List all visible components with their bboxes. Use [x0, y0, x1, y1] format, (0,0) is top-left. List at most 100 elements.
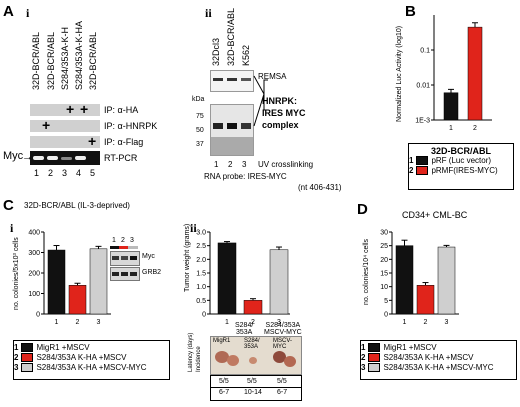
blot-band [112, 272, 119, 276]
bar [467, 26, 483, 121]
gel-band [213, 78, 223, 81]
lane-number: 5 [90, 168, 96, 178]
legend-item: 1 MigR1 +MSCV [361, 343, 516, 353]
table-divider [211, 387, 301, 388]
plus-mark: + [88, 133, 97, 149]
y-tick-label: 100 [28, 291, 40, 298]
plus-mark: + [80, 101, 89, 117]
panel-b-legend: 32D-BCR/ABL 1 pRF (Luc vector) 2 pRMF(IRES… [408, 143, 514, 190]
lane-number: 3 [242, 160, 247, 169]
y-tick-label: 2.5 [196, 243, 206, 250]
ip-flag-label: IP: α-Flag [104, 137, 144, 147]
panel-a-i-label: i [26, 6, 30, 20]
legend-swatch [368, 353, 381, 363]
c-ii-xsub: S284/ 353A [235, 322, 254, 336]
lane-label: 32D-BCR/ABL [226, 7, 236, 66]
panel-d-chart: 0 5 10 15 20 25 30 1 2 3 [380, 230, 459, 326]
legend-num: 3 [14, 363, 19, 372]
complex-arrows [253, 75, 268, 127]
lane-number: 1 [214, 160, 219, 169]
incidence-table: 5/5 5/5 5/5 6-7 10-14 6-7 [210, 375, 302, 401]
x-tick-label: 2 [473, 125, 477, 132]
gel-band [227, 123, 237, 129]
probe-label: RNA probe: IRES-MYC [204, 172, 287, 181]
plus-mark: + [66, 101, 75, 117]
x-tick-label: 1 [55, 319, 59, 326]
lane-label: 32D-BCR/ABL [31, 31, 41, 90]
panel-b-letter: B [405, 3, 416, 20]
y-tick-label: 1E-3 [415, 118, 430, 125]
y-tick-label: 0.5 [196, 298, 206, 305]
legend-num: 1 [361, 343, 366, 352]
panel-d-title: CD34+ CML-BC [402, 210, 468, 220]
ip-flag-row [30, 136, 100, 148]
lane-label: S284/353A-K-HA [74, 20, 84, 90]
gel-band [47, 156, 58, 160]
lane-label: 32D-BCR/ABL [88, 31, 98, 90]
y-tick-label: 0 [36, 312, 40, 319]
x-tick-label: 2 [251, 319, 255, 326]
lane-number: 1 [34, 168, 40, 178]
tumor-image [227, 355, 239, 366]
legend-item: 2 S284/353A K-HA +MSCV [14, 353, 169, 363]
panel-a-letter: A [3, 3, 14, 20]
panel-d-legend: 1 MigR1 +MSCV 2 S284/353A K-HA +MSCV 3 S284… [360, 340, 517, 380]
ip-hnrpk-row [30, 120, 100, 132]
gel-band [33, 156, 44, 160]
x-tick-label: 3 [277, 319, 281, 326]
gel-band [227, 78, 237, 81]
legend-swatch [368, 363, 381, 373]
uv-gel [210, 104, 254, 156]
y-tick-label: 2.0 [196, 257, 206, 264]
y-tick-label: 20 [380, 257, 388, 264]
x-tick-label: 3 [445, 319, 449, 326]
gel-band [241, 123, 251, 129]
legend-swatch [368, 343, 381, 353]
kda-label: kDa [192, 96, 205, 103]
ip-ha-row [30, 104, 100, 116]
blot-number: 3 [130, 237, 134, 244]
blot-lane-colors [110, 246, 138, 249]
y-tick-label: 0 [384, 312, 388, 319]
marker-label: 37 [196, 141, 204, 148]
incidence-value: 5/5 [277, 378, 287, 385]
latency-label: Latency (days) [188, 332, 194, 372]
legend-label: MigR1 +MSCV [383, 343, 437, 352]
legend-swatch [21, 363, 34, 373]
legend-swatch [416, 166, 429, 176]
y-tick-label: 10 [380, 284, 388, 291]
tumor-image [249, 357, 257, 364]
x-tick-label: 2 [424, 319, 428, 326]
y-tick-label: 0.01 [416, 83, 430, 90]
lane-label: 32Dcl3 [211, 37, 221, 66]
x-tick-label: 3 [97, 319, 101, 326]
lane-label: K562 [241, 44, 251, 66]
blot-band [112, 256, 119, 260]
remsa-label: REMSA [258, 72, 287, 81]
bar [217, 242, 237, 315]
legend-item: 2 pRMF(IRES-MYC) [409, 166, 513, 176]
legend-num: 2 [14, 353, 19, 362]
incidence-value: 5/5 [219, 378, 229, 385]
gel-band [75, 156, 86, 160]
myc-label: Myc [3, 150, 24, 162]
legend-label: MigR1 +MSCV [36, 343, 90, 352]
panel-d-letter: D [357, 201, 368, 218]
tumor-image [273, 351, 286, 363]
bar [47, 249, 66, 315]
tumor-photo: MigR1 S284/ 353A MSCV- MYC [210, 336, 302, 375]
uv-label: UV crosslinking [258, 160, 314, 169]
lane-number: 3 [62, 168, 68, 178]
ip-hnrpk-label: IP: α-HNRPK [104, 121, 158, 131]
lane-label: S284/353A-K-H [60, 26, 70, 90]
x-tick-label: 1 [225, 319, 229, 326]
blot-band [130, 256, 137, 260]
blot-grb2-label: GRB2 [142, 269, 162, 276]
remsa-gel [210, 70, 254, 92]
panel-c-letter: C [3, 197, 14, 214]
y-tick-label: 0 [202, 312, 206, 319]
legend-item: 1 MigR1 +MSCV [14, 343, 169, 353]
marker-label: 50 [196, 127, 204, 134]
tumor-image [284, 356, 296, 367]
legend-label: pRMF(IRES-MYC) [431, 166, 498, 175]
